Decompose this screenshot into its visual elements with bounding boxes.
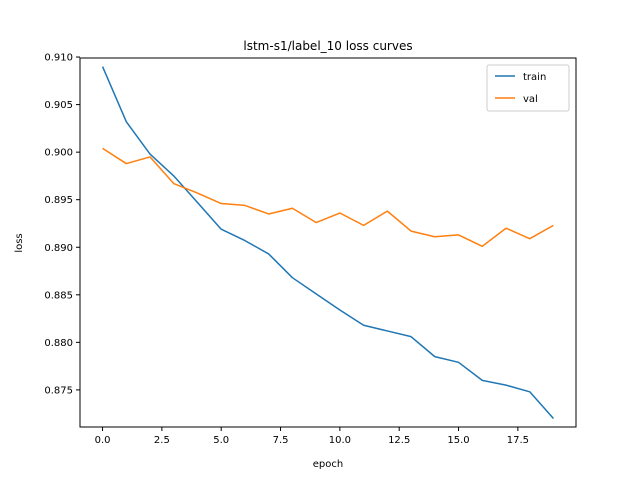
y-tick-label: 0.875 — [44, 385, 73, 396]
plot-area — [101, 66, 555, 419]
y-axis: 0.875 0.880 0.885 0.890 0.895 0.900 0.905 0.910 — [44, 53, 80, 396]
y-tick-label: 0.895 — [44, 195, 73, 206]
x-axis-label: epoch — [313, 459, 343, 470]
x-tick-label: 12.5 — [388, 435, 410, 446]
series-line-train — [101, 66, 555, 419]
x-tick-label: 0.0 — [95, 435, 111, 446]
x-tick-label: 2.5 — [154, 435, 170, 446]
legend-label-val: val — [523, 94, 538, 105]
x-tick-label: 15.0 — [447, 435, 469, 446]
x-axis: 0.0 2.5 5.0 7.5 10.0 12.5 15.0 17.5 — [95, 427, 529, 446]
x-tick-label: 7.5 — [273, 435, 289, 446]
axes-frame — [79, 57, 577, 428]
x-tick-label: 5.0 — [213, 435, 229, 446]
series-line-val — [102, 147, 554, 248]
y-tick-label: 0.885 — [44, 290, 73, 301]
legend: train val — [486, 64, 570, 112]
y-tick-label: 0.900 — [44, 148, 73, 159]
chart-title: lstm-s1/label_10 loss curves — [243, 39, 412, 53]
x-tick-label: 10.0 — [329, 435, 351, 446]
legend-label-train: train — [523, 72, 546, 83]
y-axis-label: loss — [14, 233, 25, 252]
y-tick-label: 0.890 — [44, 243, 73, 254]
y-tick-label: 0.905 — [44, 100, 73, 111]
y-tick-label: 0.910 — [44, 53, 73, 64]
x-tick-label: 17.5 — [507, 435, 529, 446]
y-tick-label: 0.880 — [44, 338, 73, 349]
